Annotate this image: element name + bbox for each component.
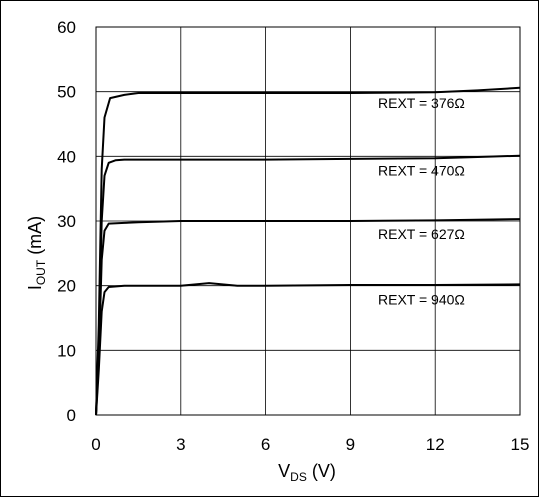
y-axis-label: IOUT (mA) xyxy=(25,216,48,290)
x-tick-label: 9 xyxy=(346,435,355,454)
x-axis-label: VDS (V) xyxy=(278,461,336,484)
curve-label: REXT = 940Ω xyxy=(378,291,465,307)
curve-2 xyxy=(95,218,521,416)
curves xyxy=(95,86,521,416)
curve-label: REXT = 470Ω xyxy=(378,163,465,179)
x-tick-label: 12 xyxy=(426,435,445,454)
curve-3 xyxy=(95,282,521,416)
y-tick-labels: 0 10 20 30 40 50 60 xyxy=(57,18,76,425)
y-tick-label: 50 xyxy=(57,83,76,102)
y-tick-label: 0 xyxy=(67,406,76,425)
curve-1 xyxy=(95,154,521,416)
y-tick-label: 10 xyxy=(57,341,76,360)
x-tick-labels: 0 3 6 9 12 15 xyxy=(91,435,529,454)
x-tick-label: 6 xyxy=(261,435,270,454)
y-tick-label: 30 xyxy=(57,212,76,231)
x-tick-label: 15 xyxy=(511,435,530,454)
y-tick-label: 20 xyxy=(57,277,76,296)
x-tick-label: 0 xyxy=(91,435,100,454)
y-tick-label: 60 xyxy=(57,18,76,37)
plot-area xyxy=(95,26,521,416)
x-tick-label: 3 xyxy=(176,435,185,454)
curve-label: REXT = 627Ω xyxy=(378,226,465,242)
curve-0 xyxy=(95,86,521,416)
curve-labels: REXT = 376Ω REXT = 470Ω REXT = 627Ω REXT = … xyxy=(378,95,465,308)
curve-label: REXT = 376Ω xyxy=(378,95,465,111)
y-tick-label: 40 xyxy=(57,147,76,166)
